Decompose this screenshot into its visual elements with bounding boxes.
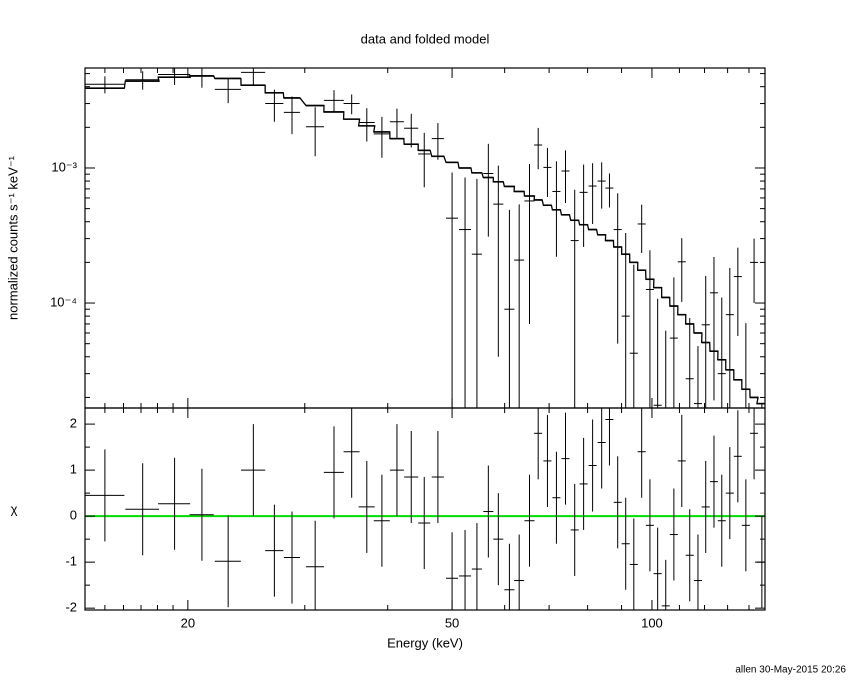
- y-tick-label: 10⁻³: [51, 159, 77, 174]
- y-axis-label: normalized counts s⁻¹ keV⁻¹: [5, 155, 20, 320]
- y-tick-label: 0: [70, 508, 77, 523]
- plot-area: [85, 408, 765, 610]
- axes-frame: [84, 67, 766, 409]
- model-connector: [85, 75, 765, 405]
- x-tick-label: 50: [445, 615, 459, 630]
- plot-area: [85, 68, 765, 408]
- x-tick-label: 20: [181, 615, 195, 630]
- x-tick-label: 100: [641, 615, 663, 630]
- y-tick-label: 10⁻⁴: [50, 294, 77, 309]
- x-axis-label: Energy (keV): [387, 635, 463, 650]
- y-axis-label: χ: [11, 501, 18, 516]
- chart-title: data and folded model: [361, 31, 490, 46]
- y-tick-label: 2: [70, 416, 77, 431]
- y-tick-label: -2: [65, 600, 77, 615]
- footer: allen 30-May-2015 20:26: [735, 665, 846, 676]
- axes-frame: [84, 407, 766, 611]
- y-tick-label: -1: [65, 554, 77, 569]
- y-tick-label: 1: [70, 462, 77, 477]
